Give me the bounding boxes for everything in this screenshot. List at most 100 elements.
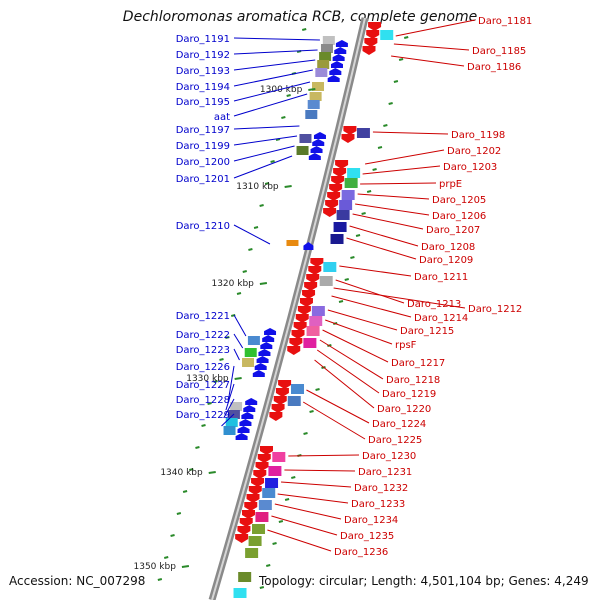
leader-line bbox=[325, 319, 393, 345]
leader-line bbox=[355, 203, 430, 216]
left-gene-label-daro-1193: Daro_1193 bbox=[176, 66, 230, 77]
left-gene-label-daro-1200: Daro_1200 bbox=[176, 157, 230, 168]
kbp-tick-label: 1330 kbp bbox=[186, 374, 229, 384]
gene-arrow bbox=[362, 46, 376, 55]
gene-block bbox=[299, 134, 312, 143]
track-dot bbox=[366, 190, 372, 193]
right-gene-label-daro-1219: Daro_1219 bbox=[382, 389, 436, 400]
leader-line bbox=[352, 213, 424, 230]
gene-block bbox=[322, 36, 335, 45]
topology-text: Topology: circular; Length: 4,501,104 bp… bbox=[259, 574, 589, 588]
leader-line bbox=[274, 503, 342, 520]
track-dot bbox=[157, 578, 163, 581]
track-dot bbox=[338, 300, 344, 303]
right-gene-label-prpe: prpE bbox=[439, 179, 462, 190]
gene-arrow bbox=[330, 61, 343, 68]
track-dot bbox=[309, 410, 314, 413]
gene-block bbox=[286, 240, 299, 246]
track-dot bbox=[236, 292, 242, 295]
leader-line bbox=[233, 155, 293, 179]
accession-text: Accession: NC_007298 bbox=[9, 574, 146, 588]
leader-line bbox=[316, 349, 380, 394]
leader-line bbox=[233, 81, 311, 102]
gene-arrow bbox=[239, 419, 252, 426]
kbp-tick-label: 1340 kbp bbox=[160, 468, 203, 478]
gene-arrow bbox=[333, 168, 347, 177]
gene-block bbox=[287, 396, 301, 406]
right-gene-label-daro-1235: Daro_1235 bbox=[340, 531, 394, 542]
gene-arrow bbox=[248, 486, 262, 495]
gene-arrow bbox=[255, 462, 269, 471]
track-dot bbox=[259, 586, 265, 589]
leader-line bbox=[223, 398, 235, 419]
leader-line bbox=[372, 131, 449, 135]
track-dot bbox=[303, 432, 308, 435]
track-dot bbox=[355, 234, 361, 237]
leader-line bbox=[302, 401, 366, 440]
left-gene-label-daro-1201: Daro_1201 bbox=[176, 174, 230, 185]
gene-block bbox=[296, 146, 309, 155]
track-dot bbox=[372, 168, 377, 171]
kbp-tick-label: 1350 kbp bbox=[134, 562, 177, 572]
gene-arrow bbox=[323, 208, 337, 217]
gene-block bbox=[248, 536, 262, 546]
left-gene-label-daro-1222: Daro_1222 bbox=[176, 330, 230, 341]
right-gene-label-daro-1205: Daro_1205 bbox=[432, 195, 486, 206]
leader-line bbox=[233, 59, 316, 71]
right-gene-label-daro-1206: Daro_1206 bbox=[432, 211, 486, 222]
right-gene-label-daro-1234: Daro_1234 bbox=[344, 515, 398, 526]
gene-arrow bbox=[295, 314, 309, 323]
gene-block bbox=[268, 466, 282, 476]
leader-line bbox=[327, 309, 398, 331]
track-dot bbox=[291, 476, 296, 479]
gene-block bbox=[333, 222, 347, 232]
gene-arrow bbox=[241, 510, 255, 519]
left-gene-label-daro-1194: Daro_1194 bbox=[176, 82, 230, 93]
track-dot bbox=[201, 424, 206, 427]
right-gene-label-daro-1225: Daro_1225 bbox=[368, 435, 422, 446]
leader-line bbox=[233, 69, 313, 87]
track-dot bbox=[170, 534, 175, 537]
left-gene-label-daro-1223: Daro_1223 bbox=[176, 345, 230, 356]
gene-block bbox=[225, 418, 238, 427]
leader-line bbox=[227, 365, 235, 403]
gene-arrow bbox=[308, 266, 322, 275]
right-gene-label-daro-1211: Daro_1211 bbox=[414, 272, 468, 283]
kbp-tick-label: 1320 kbp bbox=[211, 279, 254, 289]
gene-block bbox=[317, 60, 330, 69]
gene-arrow bbox=[254, 363, 267, 370]
gene-block bbox=[323, 262, 337, 272]
track-dot bbox=[393, 80, 399, 83]
right-gene-label-daro-1231: Daro_1231 bbox=[358, 467, 412, 478]
gene-arrow bbox=[275, 388, 289, 397]
track-dot bbox=[265, 564, 271, 567]
left-gene-label-daro-1197: Daro_1197 bbox=[176, 125, 230, 136]
leader-line bbox=[221, 413, 235, 427]
track-dot bbox=[207, 402, 212, 405]
track-dot bbox=[284, 498, 290, 501]
gene-block bbox=[380, 30, 394, 40]
gene-arrow bbox=[257, 454, 271, 463]
left-gene-label-daro-1192: Daro_1192 bbox=[176, 50, 230, 61]
right-gene-label-daro-1215: Daro_1215 bbox=[400, 326, 454, 337]
track-dot bbox=[281, 116, 286, 119]
right-gene-label-daro-1212: Daro_1212 bbox=[468, 304, 522, 315]
gene-arrow bbox=[334, 47, 347, 54]
track-dots bbox=[157, 28, 409, 589]
gene-arrow bbox=[252, 370, 265, 377]
gene-arrow bbox=[256, 356, 269, 363]
gene-arrow bbox=[235, 534, 249, 543]
leader-line bbox=[233, 135, 298, 146]
gene-block bbox=[330, 234, 344, 244]
leader-line bbox=[233, 145, 295, 162]
gene-arrow bbox=[246, 494, 260, 503]
right-gene-label-daro-1209: Daro_1209 bbox=[419, 255, 473, 266]
right-gene-label-daro-1202: Daro_1202 bbox=[447, 146, 501, 157]
right-gene-label-daro-1181: Daro_1181 bbox=[478, 16, 532, 27]
gene-block bbox=[319, 276, 333, 286]
gene-block bbox=[312, 82, 325, 91]
gene-block bbox=[258, 500, 272, 510]
gene-block bbox=[252, 524, 266, 534]
gene-arrow bbox=[245, 398, 258, 405]
gene-block bbox=[238, 572, 252, 582]
